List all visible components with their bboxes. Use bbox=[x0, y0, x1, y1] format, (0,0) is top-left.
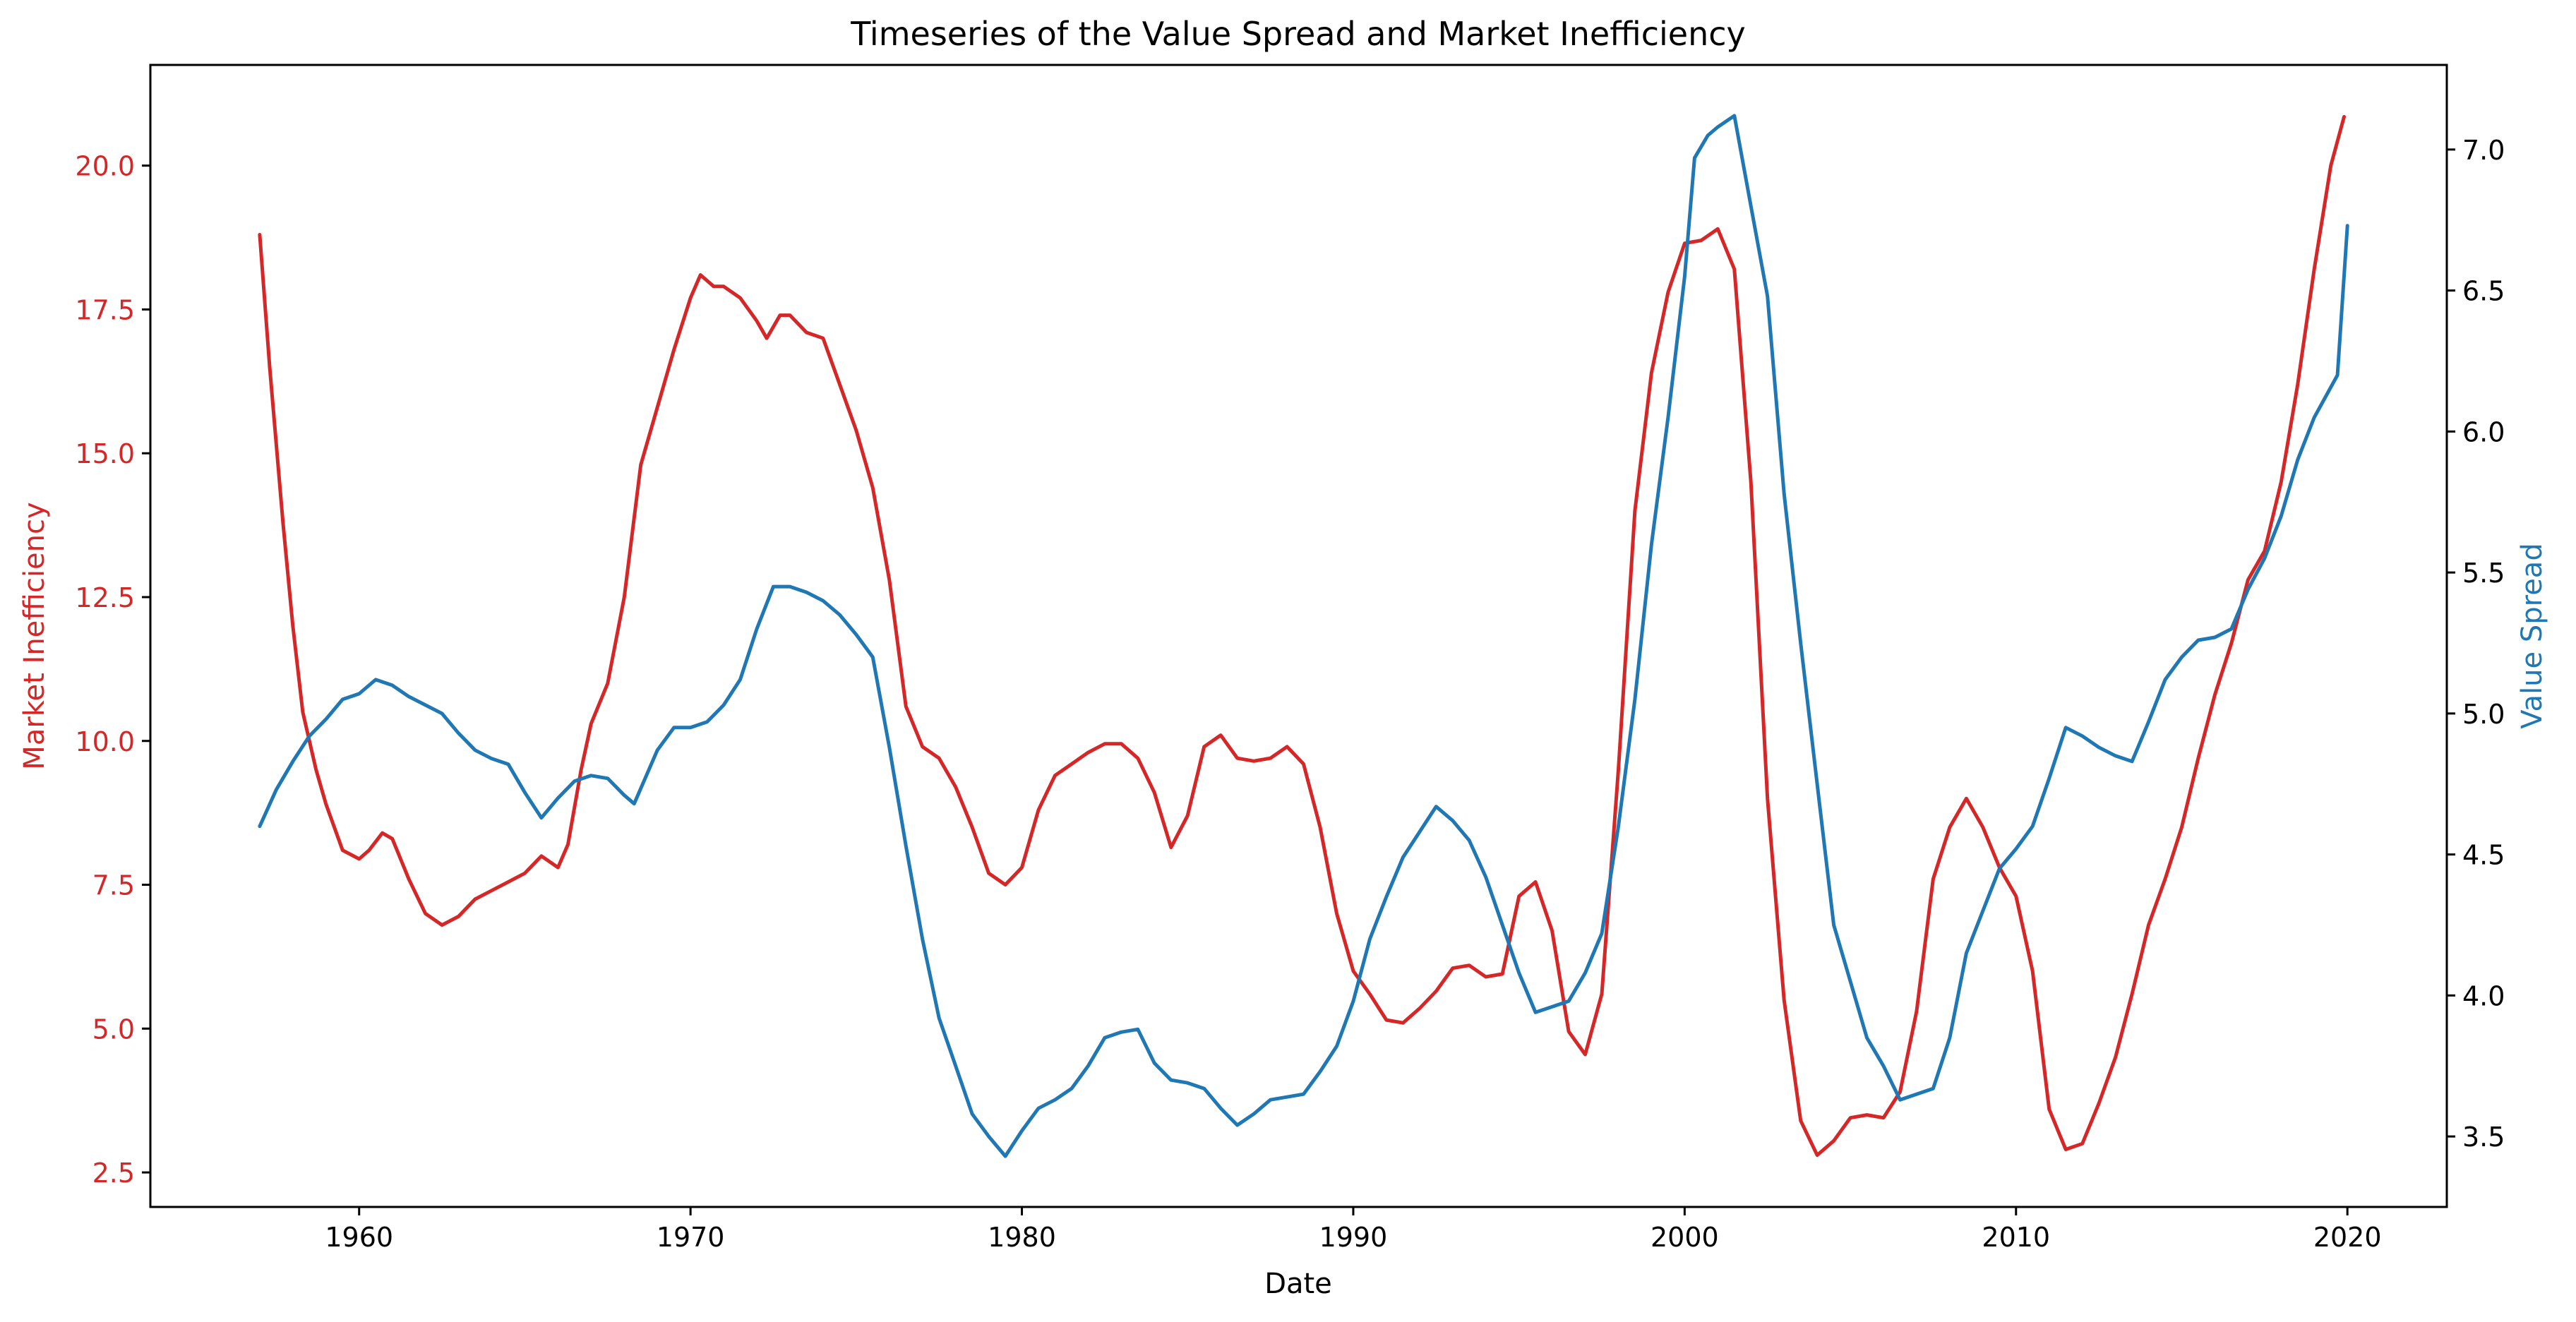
left-axis-tick-label: 10.0 bbox=[75, 726, 135, 757]
right-axis-tick-label: 5.0 bbox=[2462, 699, 2505, 730]
left-axis-tick-label: 2.5 bbox=[92, 1158, 135, 1189]
right-axis-label: Value Spread bbox=[2516, 543, 2548, 728]
series-lines bbox=[258, 114, 2349, 1158]
left-axis-tick-label: 15.0 bbox=[75, 438, 135, 469]
value-spread-line bbox=[258, 114, 2349, 1158]
right-axis-tick-label: 7.0 bbox=[2462, 135, 2505, 166]
x-axis-ticks: 1960 1970 1980 1990 2000 2010 2020 bbox=[325, 1207, 2382, 1253]
market-inefficiency-line bbox=[258, 114, 2346, 1158]
left-axis-tick-label: 20.0 bbox=[75, 151, 135, 182]
left-axis-ticks: 2.5 5.0 7.5 10.0 12.5 15.0 17.5 20.0 bbox=[75, 151, 150, 1189]
x-axis-tick-label: 1990 bbox=[1319, 1222, 1388, 1253]
right-axis-tick-label: 6.0 bbox=[2462, 416, 2505, 447]
left-axis-tick-label: 17.5 bbox=[75, 294, 135, 325]
plot-frame bbox=[149, 64, 2448, 1208]
chart-title: Timeseries of the Value Spread and Marke… bbox=[850, 15, 1746, 53]
x-axis-tick-label: 1960 bbox=[325, 1222, 393, 1253]
left-axis-label: Market Inefficiency bbox=[18, 502, 51, 769]
x-axis-tick-label: 1970 bbox=[657, 1222, 725, 1253]
x-axis-tick-label: 2020 bbox=[2313, 1222, 2382, 1253]
right-axis-ticks: 3.5 4.0 4.5 5.0 5.5 6.0 6.5 7.0 bbox=[2447, 135, 2505, 1153]
x-axis-tick-label: 1980 bbox=[988, 1222, 1056, 1253]
right-axis-tick-label: 3.5 bbox=[2462, 1122, 2505, 1153]
right-axis-tick-label: 4.0 bbox=[2462, 980, 2505, 1011]
x-axis-label: Date bbox=[1264, 1268, 1332, 1300]
right-axis-tick-label: 4.5 bbox=[2462, 840, 2505, 871]
left-axis-tick-label: 12.5 bbox=[75, 582, 135, 613]
right-axis-tick-label: 5.5 bbox=[2462, 558, 2505, 589]
right-axis-tick-label: 6.5 bbox=[2462, 276, 2505, 307]
left-axis-tick-label: 5.0 bbox=[92, 1014, 135, 1045]
left-axis-tick-label: 7.5 bbox=[92, 870, 135, 901]
x-axis-tick-label: 2000 bbox=[1651, 1222, 1719, 1253]
x-axis-tick-label: 2010 bbox=[1982, 1222, 2050, 1253]
